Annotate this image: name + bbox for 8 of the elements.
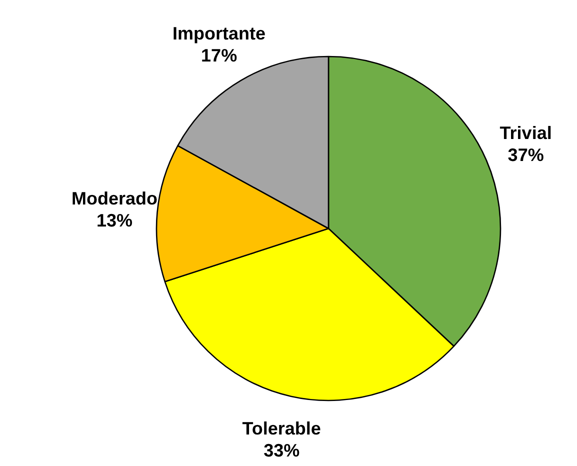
slice-label: Trivial bbox=[500, 123, 552, 144]
slice-label: Importante bbox=[172, 23, 266, 44]
data-label: 17% bbox=[201, 45, 238, 66]
slice-label: Moderado bbox=[71, 188, 158, 208]
data-label: 37% bbox=[508, 145, 544, 166]
slice-label: Tolerable bbox=[242, 418, 321, 438]
data-label: 13% bbox=[96, 210, 132, 230]
data-label: 33% bbox=[264, 440, 300, 460]
